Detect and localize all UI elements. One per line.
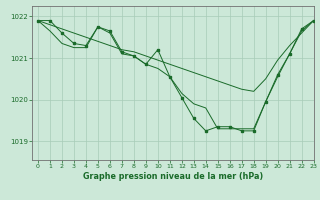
X-axis label: Graphe pression niveau de la mer (hPa): Graphe pression niveau de la mer (hPa): [83, 172, 263, 181]
